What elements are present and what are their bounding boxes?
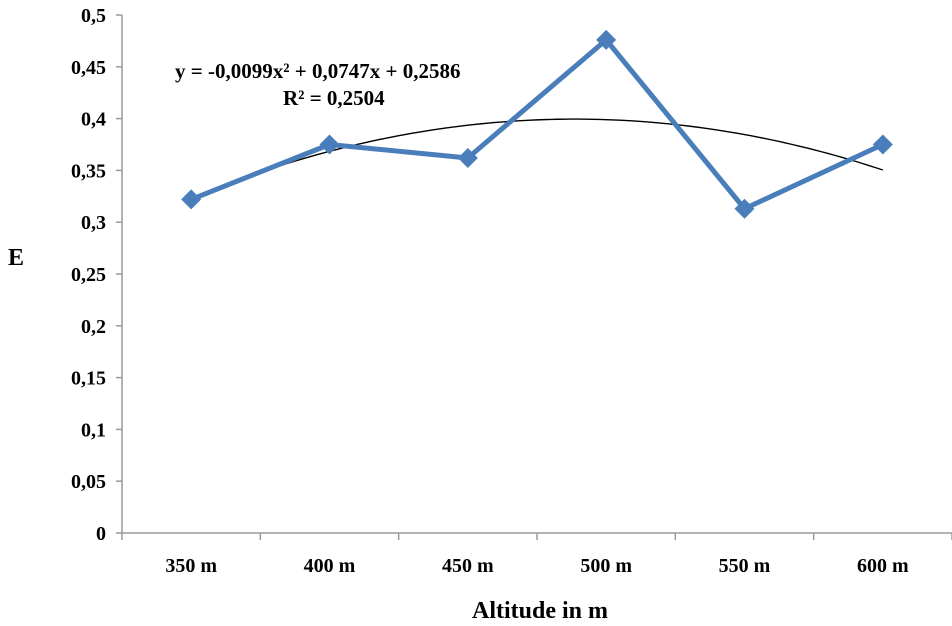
x-tick-label: 450 m [442,555,494,577]
y-tick-label: 0,1 [81,419,106,441]
y-axis-title: E [8,245,24,271]
y-tick-label: 0,2 [81,316,106,338]
y-tick-label: 0,05 [71,471,106,493]
y-tick-label: 0,4 [81,109,106,131]
y-tick-label: 0,3 [81,212,106,234]
trendline-r2: R² = 0,2504 [283,86,385,110]
series-line [190,37,884,212]
x-tick-label: 550 m [719,555,771,577]
y-tick-label: 0,15 [71,368,106,390]
series-group [181,29,893,219]
y-tick-label: 0,35 [71,160,106,182]
x-tick-labels: 350 m 400 m 450 m 500 m 550 m 600 m [165,555,909,577]
plot-area: 0 0,05 0,1 0,15 0,2 0,25 0,3 0,35 0,4 0,45 0,5 350… [71,5,952,577]
data-point-marker [319,134,340,155]
y-ticks [116,14,122,534]
y-tick-labels: 0 0,05 0,1 0,15 0,2 0,25 0,3 0,35 0,4 0,45 0,5 [71,5,106,545]
trendline [190,118,884,199]
trendline-group [190,118,884,199]
x-axis-title: Altitude in m [472,598,608,624]
y-tick-label: 0,25 [71,264,106,286]
data-point-marker [872,134,893,155]
x-tick-label: 350 m [165,555,217,577]
x-tick-label: 500 m [580,555,632,577]
x-ticks [121,533,952,540]
trendline-equation: y = -0,0099x² + 0,0747x + 0,2586 [175,59,460,83]
y-tick-label: 0,45 [71,57,106,79]
y-tick-label: 0 [96,523,106,545]
x-tick-label: 600 m [857,555,909,577]
data-point-marker [734,198,755,219]
y-tick-label: 0,5 [81,5,106,27]
data-point-marker [596,29,617,50]
x-tick-label: 400 m [304,555,356,577]
data-point-marker [181,189,202,210]
data-point-marker [457,147,478,168]
